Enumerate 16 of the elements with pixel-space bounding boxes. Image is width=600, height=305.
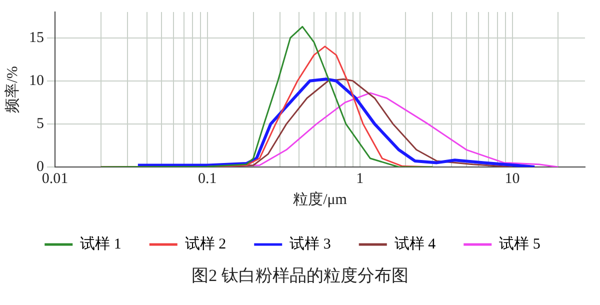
- x-tick-label: 10: [504, 170, 520, 187]
- legend-label: 试样 4: [394, 235, 436, 252]
- text: 图2 钛白粉样品的粒度分布图: [190, 265, 410, 287]
- legend-label: 试样 2: [184, 235, 226, 252]
- x-axis-title: 粒度/μm: [293, 190, 348, 208]
- x-tick-label: 1: [356, 170, 364, 187]
- y-tick-label: 10: [29, 72, 44, 89]
- x-tick-label: 0.1: [198, 170, 217, 187]
- x-tick-label: 0.01: [42, 170, 68, 187]
- legend-label: 试样 1: [80, 235, 122, 252]
- y-tick-label: 5: [36, 116, 44, 132]
- legend-label: 试样 3: [290, 235, 331, 252]
- y-tick-label: 15: [29, 30, 44, 46]
- legend-label: 试样 5: [499, 235, 540, 252]
- y-tick-label: 0: [36, 158, 44, 175]
- y-axis-title: 频率/%: [4, 66, 21, 113]
